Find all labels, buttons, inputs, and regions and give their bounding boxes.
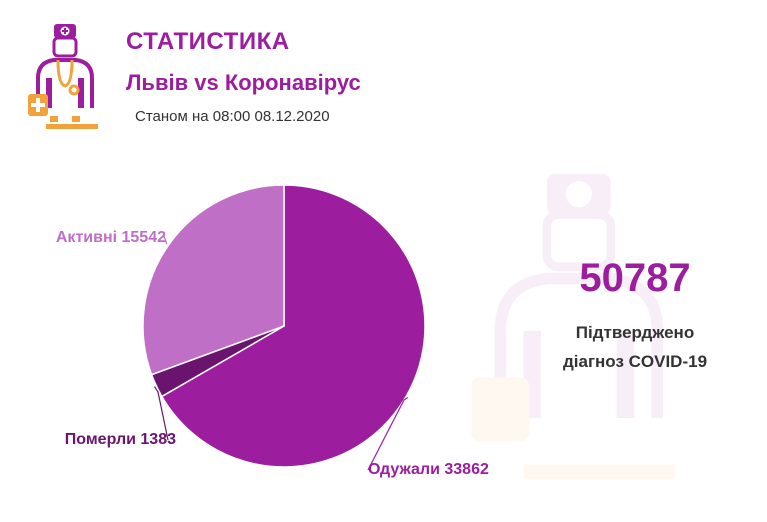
page-subtitle: Львів vs Коронавірус xyxy=(126,70,361,95)
pie-slice-0 xyxy=(160,184,426,468)
pie-label-1: Померли 1383 xyxy=(65,431,176,448)
pie-slice-2 xyxy=(142,184,285,376)
pie-label-2: Активні 15542 xyxy=(56,229,166,246)
caption-line-1: Підтверджено xyxy=(575,323,695,342)
total-confirmed: 50787 xyxy=(579,256,691,300)
as-of-date: Станом на 08:00 08.12.2020 xyxy=(135,108,330,125)
doctor-icon xyxy=(471,173,675,480)
caption-line-2: діагноз COVID-19 xyxy=(562,352,708,371)
pie-label-0: Одужали 33862 xyxy=(368,461,489,478)
leader-line-2 xyxy=(163,235,168,245)
total-caption: Підтверджено діагноз COVID-19 xyxy=(540,318,730,376)
doctor-icon xyxy=(28,24,98,129)
leader-line-0 xyxy=(367,397,409,471)
leader-line-1 xyxy=(153,386,169,441)
page-title: СТАТИСТИКА xyxy=(126,28,290,55)
